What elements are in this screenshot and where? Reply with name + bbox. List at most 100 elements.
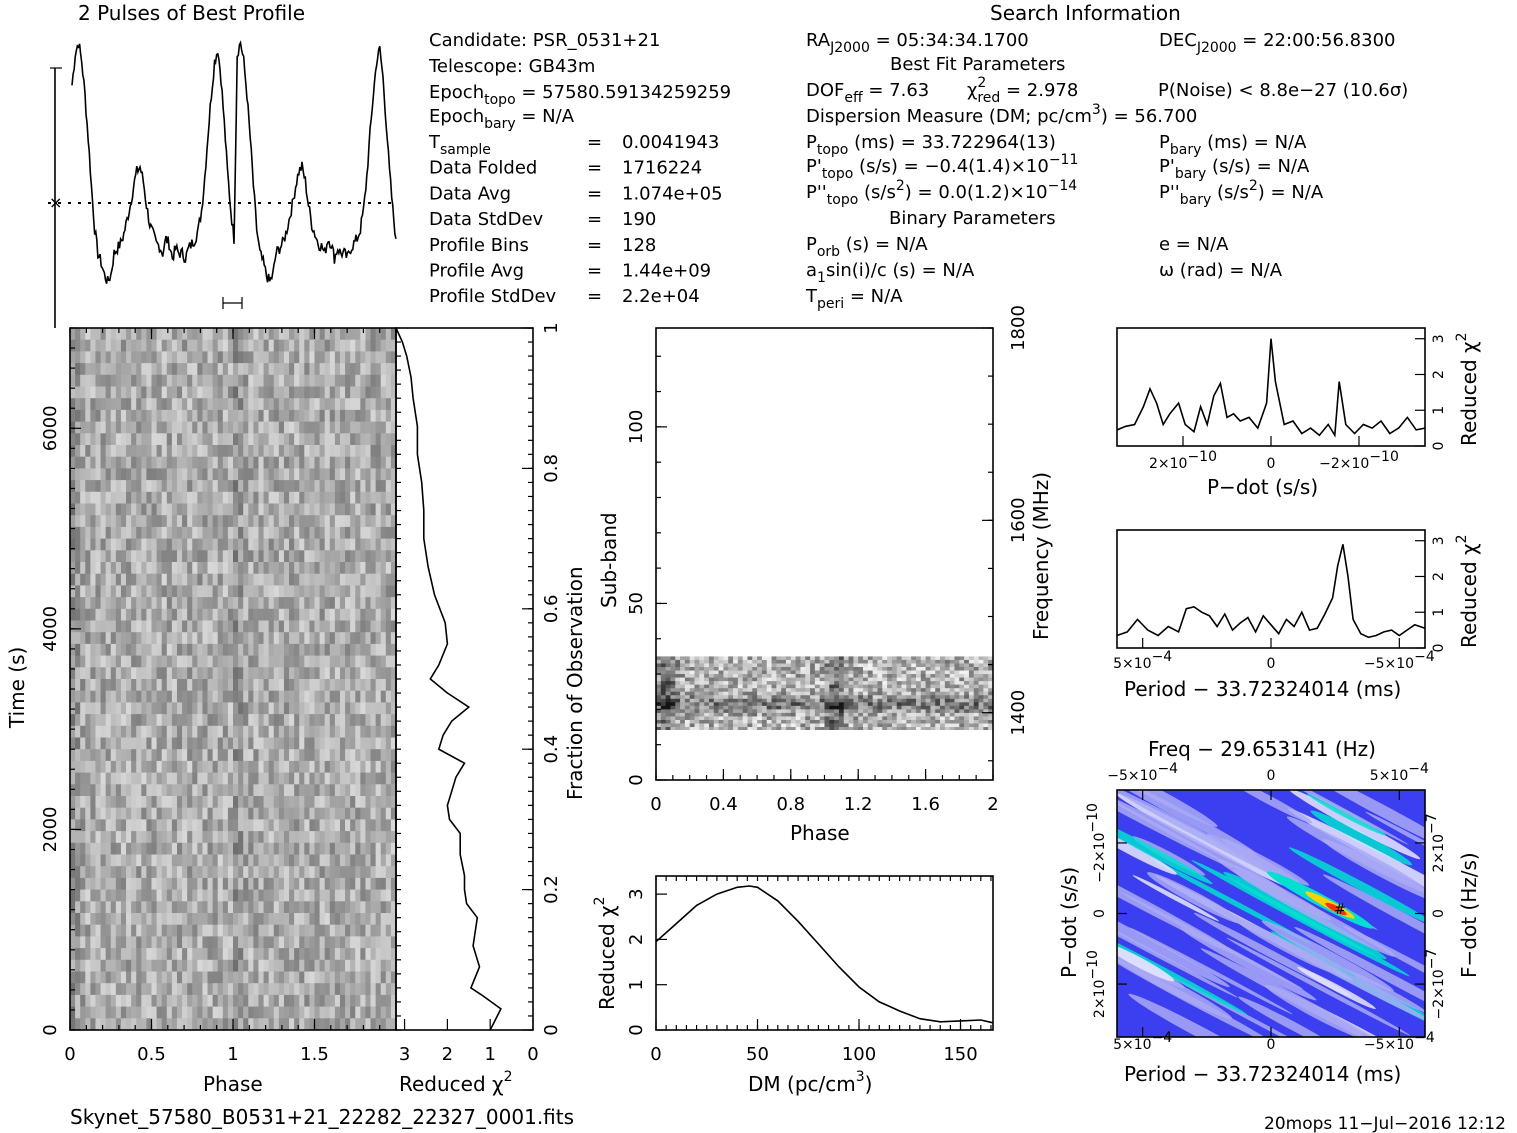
time-phase-cell bbox=[182, 503, 188, 516]
chi2-fraction-ylabel: Fraction of Observation bbox=[563, 566, 587, 800]
time-phase-cell bbox=[90, 749, 97, 762]
time-phase-cell bbox=[289, 655, 295, 668]
subband-cell bbox=[877, 695, 883, 700]
subband-cell bbox=[901, 695, 907, 700]
time-phase-cell bbox=[345, 807, 351, 820]
time-phase-cell bbox=[222, 819, 229, 832]
time-phase-cell bbox=[278, 503, 285, 516]
time-phase-cell bbox=[202, 386, 209, 399]
time-phase-cell bbox=[365, 854, 372, 867]
time-phase-cell bbox=[141, 854, 147, 867]
time-phase-cell bbox=[380, 1018, 387, 1030]
time-phase-cell bbox=[120, 585, 127, 598]
subband-cell bbox=[911, 667, 917, 672]
time-phase-cell bbox=[360, 725, 367, 739]
time-phase-cell bbox=[365, 807, 372, 820]
subband-cell bbox=[699, 688, 705, 693]
time-phase-cell bbox=[156, 456, 163, 469]
time-phase-cell bbox=[304, 807, 310, 820]
subband-cell bbox=[689, 670, 696, 675]
time-phase-cell bbox=[217, 831, 224, 844]
subband-cell bbox=[964, 656, 970, 661]
time-phase-cell bbox=[289, 959, 295, 973]
time-phase-cell bbox=[360, 562, 367, 575]
time-phase-cell bbox=[278, 386, 285, 399]
time-phase-cell bbox=[329, 550, 336, 563]
subband-cell bbox=[901, 677, 907, 682]
time-phase-cell bbox=[268, 550, 275, 563]
time-phase-cell bbox=[70, 913, 76, 926]
time-phase-cell bbox=[355, 772, 361, 785]
subband-cell bbox=[694, 656, 700, 661]
time-phase-cell bbox=[360, 807, 367, 820]
time-phase-cell bbox=[115, 386, 122, 399]
time-phase-cell bbox=[289, 456, 295, 469]
subband-cell bbox=[805, 670, 811, 675]
subband-cell bbox=[795, 667, 802, 672]
time-phase-cell bbox=[100, 526, 107, 540]
subband-cell bbox=[814, 659, 821, 665]
time-phase-cell bbox=[110, 421, 117, 434]
subband-cell bbox=[814, 688, 821, 693]
subband-cell bbox=[988, 688, 993, 693]
subband-cell bbox=[863, 670, 869, 675]
time-phase-cell bbox=[329, 526, 336, 540]
time-phase-cell bbox=[324, 491, 331, 505]
time-phase-cell bbox=[176, 796, 183, 809]
time-phase-cell bbox=[120, 339, 127, 352]
time-phase-cell bbox=[283, 772, 290, 785]
time-phase-cell bbox=[151, 901, 158, 914]
time-phase-cell bbox=[176, 690, 183, 703]
time-phase-cell bbox=[238, 936, 244, 949]
time-phase-cell bbox=[238, 585, 244, 598]
time-phase-cell bbox=[370, 643, 377, 657]
time-phase-cell bbox=[355, 421, 361, 434]
time-phase-xtick-label: 0.5 bbox=[137, 1044, 166, 1065]
time-phase-cell bbox=[289, 667, 295, 680]
time-phase-cell bbox=[166, 538, 173, 551]
time-phase-cell bbox=[75, 632, 81, 645]
time-phase-cell bbox=[202, 737, 209, 750]
time-phase-cell bbox=[299, 1006, 305, 1019]
time-phase-cell bbox=[350, 491, 356, 505]
time-phase-cell bbox=[283, 866, 290, 879]
time-phase-cell bbox=[380, 351, 387, 364]
time-phase-cell bbox=[217, 714, 224, 727]
time-phase-cell bbox=[192, 924, 198, 937]
time-phase-cell bbox=[273, 866, 280, 879]
time-phase-cell bbox=[304, 667, 310, 680]
time-phase-cell bbox=[161, 889, 168, 902]
time-phase-cell bbox=[80, 550, 86, 563]
time-phase-cell bbox=[289, 433, 295, 446]
time-phase-cell bbox=[197, 503, 204, 516]
time-phase-cell bbox=[253, 889, 260, 902]
time-phase-cell bbox=[70, 725, 76, 739]
time-phase-cell bbox=[273, 409, 280, 423]
time-phase-cell bbox=[161, 655, 168, 668]
time-phase-cell bbox=[110, 877, 117, 891]
time-phase-cell bbox=[278, 760, 285, 774]
time-phase-cell bbox=[222, 948, 229, 961]
time-phase-cell bbox=[258, 936, 265, 949]
time-phase-cell bbox=[314, 901, 321, 914]
time-phase-cell bbox=[238, 398, 244, 411]
subband-cell bbox=[684, 698, 691, 703]
time-phase-cell bbox=[156, 737, 163, 750]
time-phase-cell bbox=[85, 702, 91, 715]
time-phase-cell bbox=[207, 948, 214, 961]
time-phase-cell bbox=[171, 948, 178, 961]
subband-cell bbox=[713, 681, 720, 686]
subband-cell bbox=[785, 663, 792, 668]
time-phase-cell bbox=[187, 842, 193, 856]
subband-cell bbox=[694, 663, 700, 668]
time-phase-cell bbox=[283, 374, 290, 388]
time-phase-cell bbox=[273, 924, 280, 937]
info-block: Candidate: PSR_0531+21 Telescope: GB43m … bbox=[428, 1, 1408, 312]
time-phase-cell bbox=[248, 1006, 254, 1019]
time-phase-cell bbox=[273, 339, 280, 352]
time-phase-cell bbox=[197, 913, 204, 926]
time-phase-cell bbox=[115, 503, 122, 516]
time-phase-cell bbox=[207, 690, 214, 703]
time-phase-cell bbox=[105, 363, 112, 376]
time-phase-cell bbox=[243, 339, 249, 352]
